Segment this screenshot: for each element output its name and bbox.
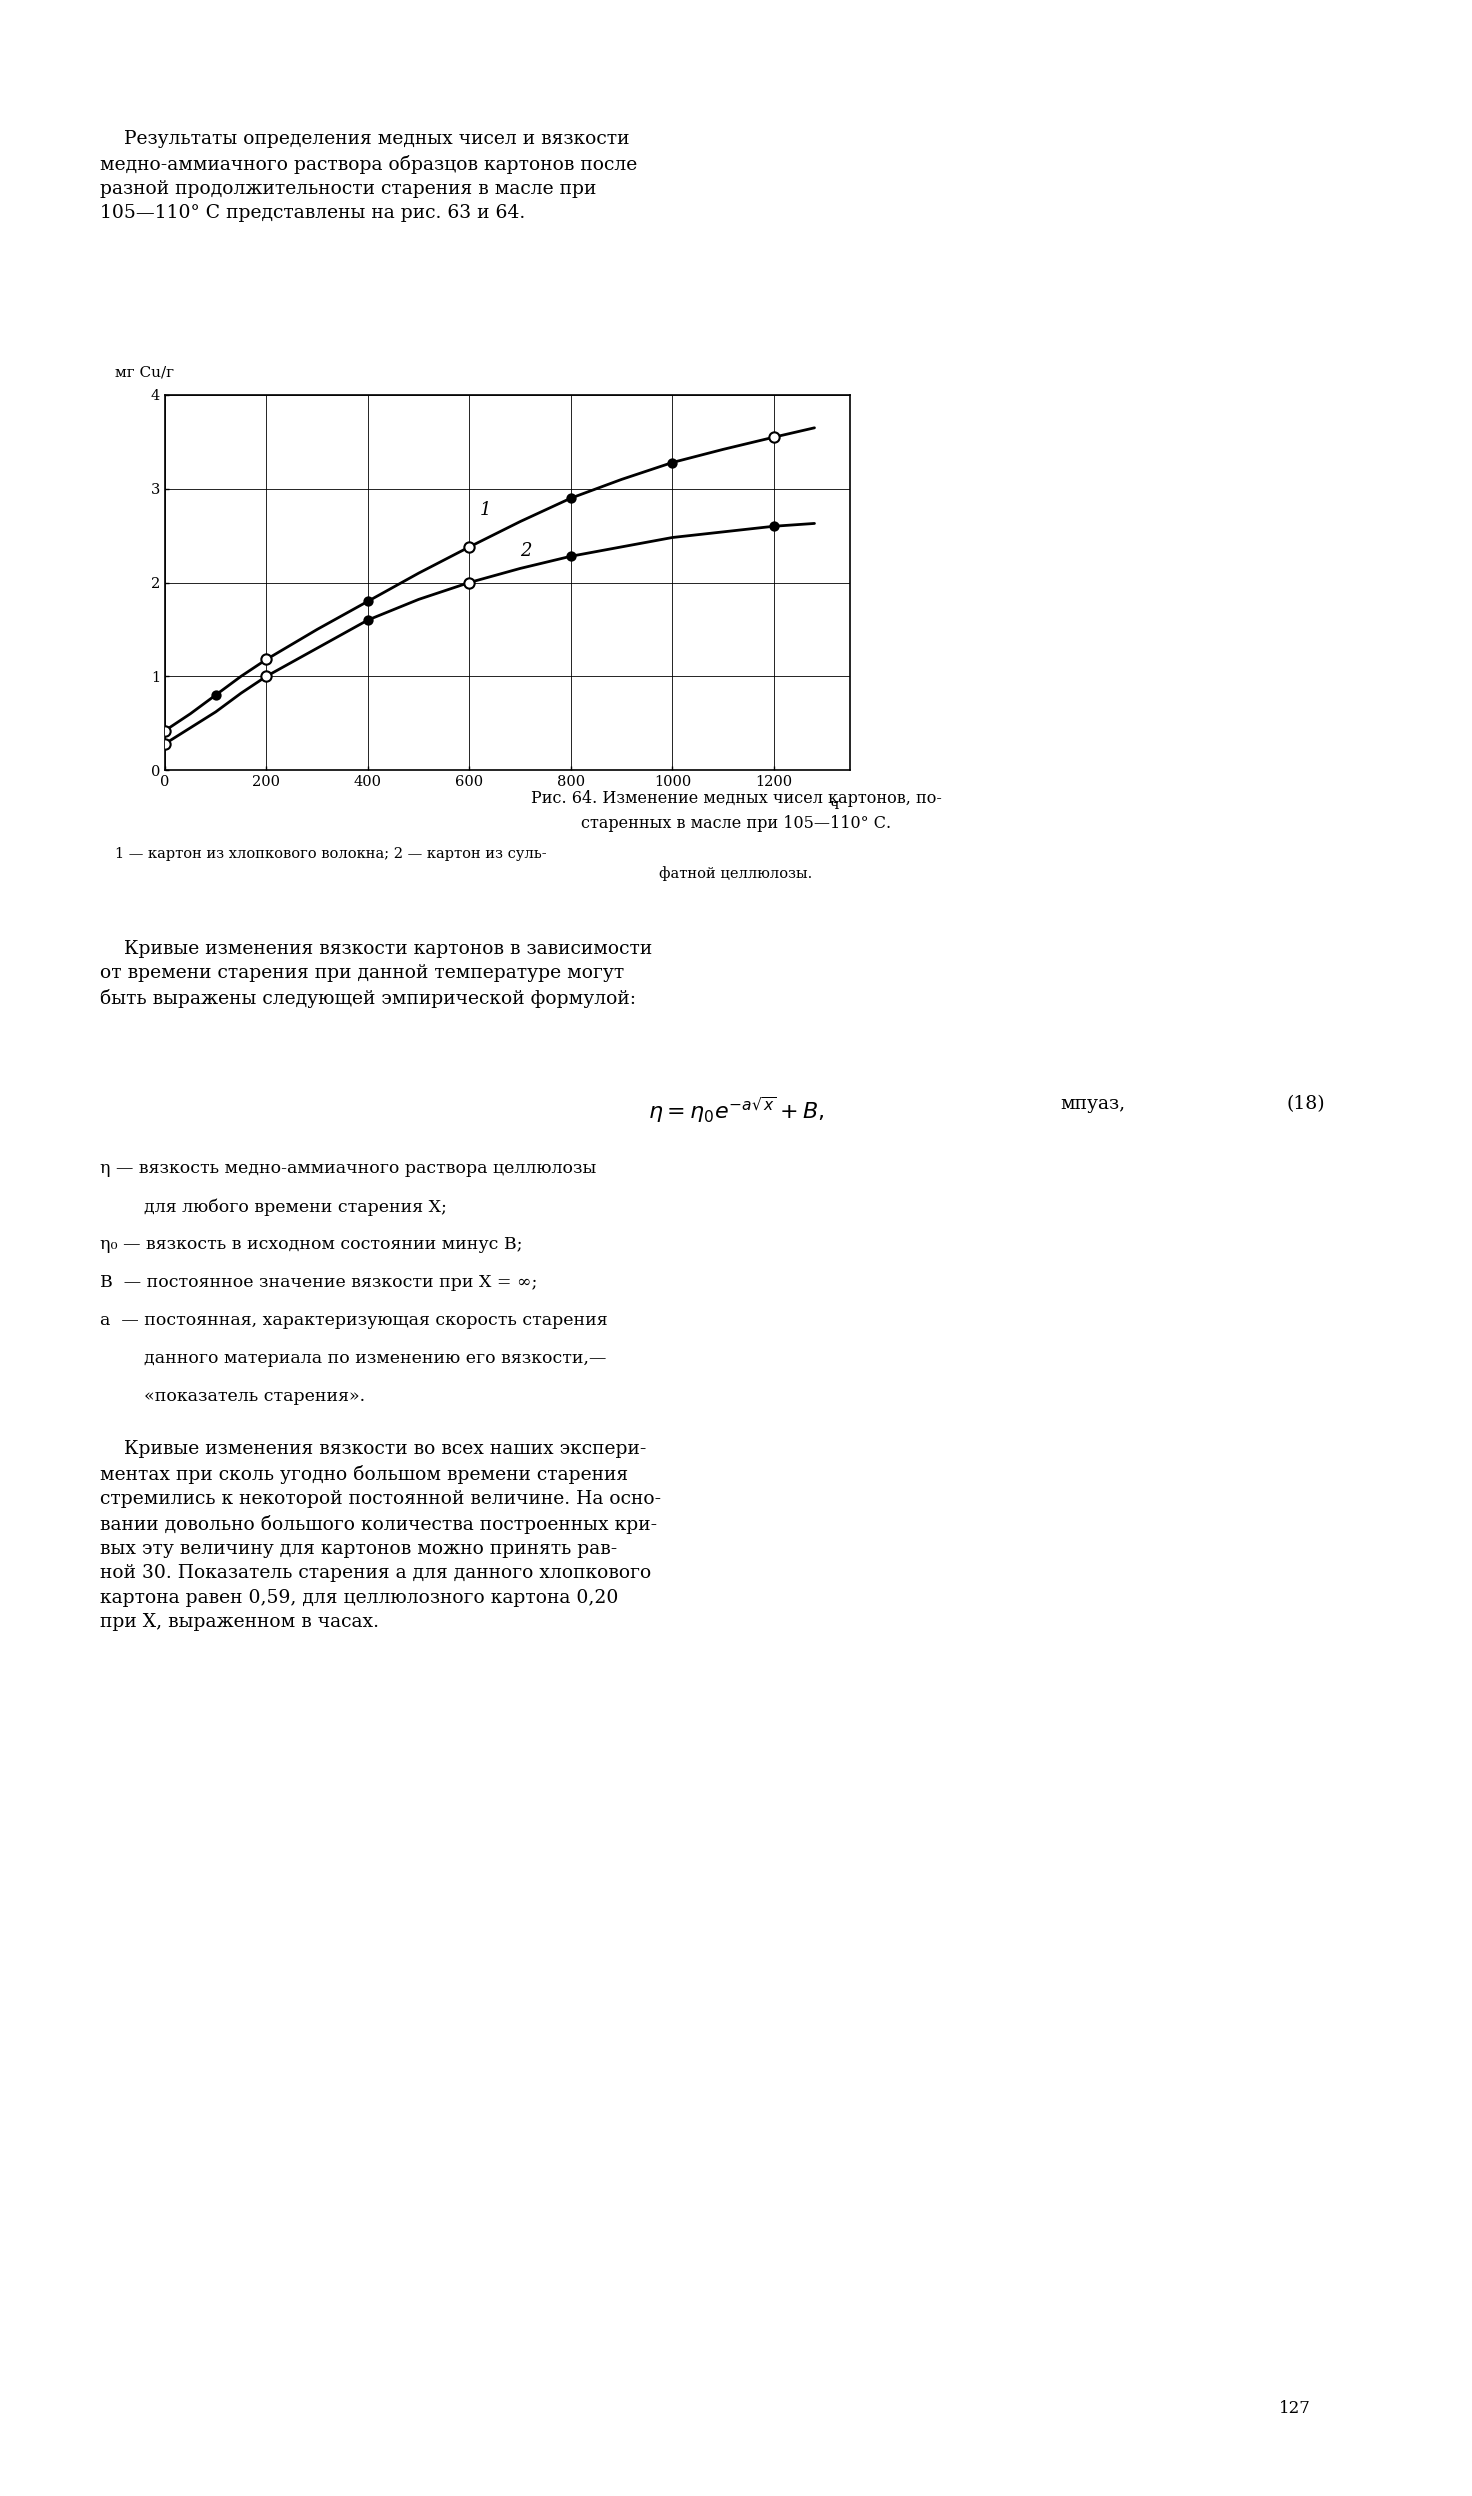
Text: $\eta = \eta_0 e^{-a\sqrt{x}} + B,$: $\eta = \eta_0 e^{-a\sqrt{x}} + B,$ [648, 1096, 824, 1126]
Text: Кривые изменения вязкости во всех наших экспери-
ментах при сколь угодно большом: Кривые изменения вязкости во всех наших … [100, 1440, 661, 1630]
Point [205, 674, 228, 714]
Text: Кривые изменения вязкости картонов в зависимости
от времени старения при данной : Кривые изменения вязкости картонов в зав… [100, 941, 652, 1008]
Text: 127: 127 [1279, 2401, 1312, 2416]
Point [255, 639, 278, 679]
Text: η₀ — вязкость в исходном состоянии минус B;: η₀ — вязкость в исходном состоянии минус… [100, 1236, 523, 1253]
Text: (18): (18) [1287, 1096, 1325, 1113]
Text: «показатель старения».: «показатель старения». [100, 1388, 365, 1405]
Text: старенных в масле при 105—110° С.: старенных в масле при 105—110° С. [581, 816, 891, 831]
Point [559, 479, 583, 519]
Point [153, 711, 177, 751]
Text: мпуаз,: мпуаз, [1060, 1096, 1125, 1113]
Text: для любого времени старения X;: для любого времени старения X; [100, 1198, 447, 1216]
Text: Рис. 64. Изменение медных чисел картонов, по-: Рис. 64. Изменение медных чисел картонов… [530, 791, 942, 806]
Point [153, 724, 177, 764]
Text: Результаты определения медных чисел и вязкости
медно-аммиачного раствора образцо: Результаты определения медных чисел и вя… [100, 130, 637, 222]
Point [255, 656, 278, 696]
Point [559, 537, 583, 577]
Point [356, 599, 380, 639]
Point [762, 417, 786, 457]
Point [458, 527, 481, 567]
Text: данного материала по изменению его вязкости,—: данного материала по изменению его вязко… [100, 1350, 606, 1368]
Text: ч: ч [830, 799, 839, 811]
Text: 2: 2 [520, 542, 531, 559]
Text: η — вязкость медно-аммиачного раствора целлюлозы: η — вязкость медно-аммиачного раствора ц… [100, 1161, 596, 1178]
Text: B  — постоянное значение вязкости при X = ∞;: B — постоянное значение вязкости при X =… [100, 1273, 537, 1290]
Point [458, 562, 481, 602]
Point [356, 582, 380, 622]
Text: фатной целлюлозы.: фатной целлюлозы. [659, 866, 813, 881]
Text: 1: 1 [480, 502, 492, 519]
Text: 1 — картон из хлопкового волокна; 2 — картон из суль-: 1 — картон из хлопкового волокна; 2 — ка… [115, 846, 546, 861]
Text: мг Cu/г: мг Cu/г [115, 367, 174, 379]
Text: a  — постоянная, характеризующая скорость старения: a — постоянная, характеризующая скорость… [100, 1313, 608, 1328]
Point [661, 442, 684, 482]
Point [762, 507, 786, 547]
